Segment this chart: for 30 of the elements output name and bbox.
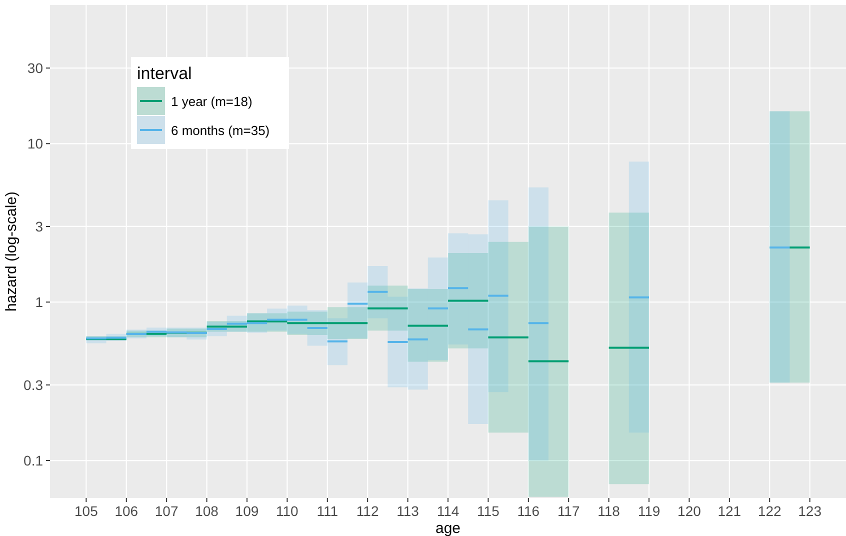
x-tick-label: 107 — [154, 503, 178, 519]
x-tick-label: 120 — [678, 503, 702, 519]
x-tick-label: 118 — [598, 503, 620, 519]
x-tick-label: 121 — [718, 503, 742, 519]
y-axis-title: hazard (log-scale) — [3, 191, 20, 312]
x-tick-label: 112 — [356, 503, 379, 519]
y-tick-label: 10 — [27, 136, 44, 152]
x-tick-label: 116 — [517, 503, 540, 519]
legend-label: 1 year (m=18) — [171, 94, 252, 109]
y-tick-label: 0.1 — [24, 452, 44, 469]
x-tick-label: 111 — [316, 503, 338, 519]
x-tick-label: 108 — [195, 503, 219, 519]
y-tick-label: 3 — [35, 218, 44, 234]
x-tick-label: 110 — [276, 503, 299, 519]
legend-title: interval — [137, 64, 192, 83]
x-tick-label: 122 — [758, 503, 782, 519]
x-tick-label: 123 — [798, 503, 822, 519]
y-tick-label: 0.3 — [24, 376, 44, 393]
x-tick-label: 115 — [477, 503, 500, 519]
x-tick-label: 105 — [74, 503, 98, 519]
y-tick-label: 30 — [27, 60, 44, 76]
x-axis-title: age — [435, 520, 461, 536]
x-tick-label: 113 — [396, 503, 420, 519]
y-tick-label: 1 — [35, 294, 44, 310]
legend-label: 6 months (m=35) — [171, 123, 270, 138]
x-tick-label: 114 — [436, 503, 460, 519]
x-tick-label: 117 — [557, 503, 580, 519]
x-tick-label: 109 — [235, 503, 259, 519]
x-tick-label: 119 — [638, 503, 660, 519]
x-tick-label: 106 — [114, 503, 138, 519]
